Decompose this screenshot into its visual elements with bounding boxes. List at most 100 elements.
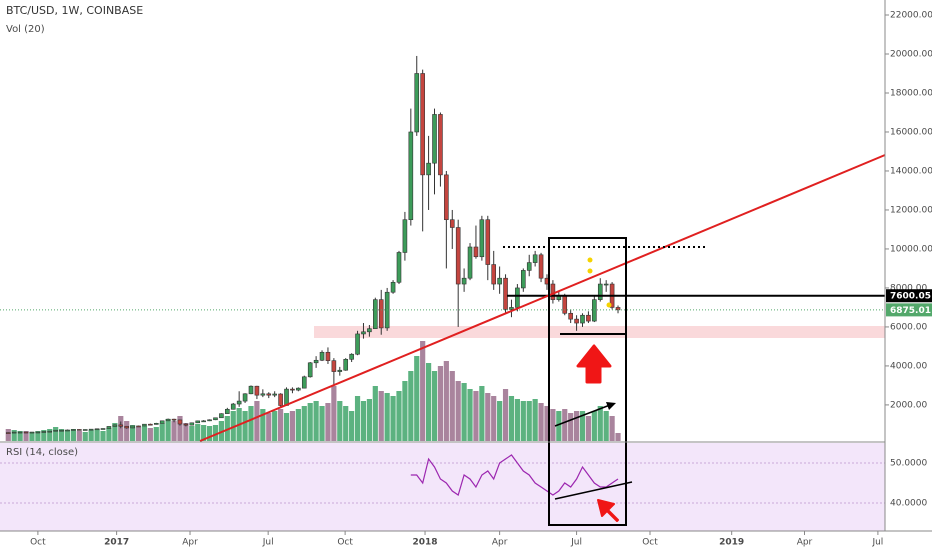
volume-bar — [556, 411, 562, 441]
volume-bar — [29, 432, 35, 441]
volume-bar — [408, 371, 414, 441]
candle-body — [82, 429, 88, 431]
volume-bar — [366, 399, 372, 441]
volume-bar — [538, 403, 544, 441]
price-label-box — [886, 303, 932, 317]
candle-body — [467, 246, 473, 279]
volume-bar — [195, 424, 201, 441]
rsi-line — [410, 454, 619, 496]
volume-bar — [349, 411, 355, 441]
volume-bar — [585, 416, 592, 441]
support-zone — [314, 326, 885, 338]
candle-body — [355, 333, 360, 355]
volume-bar — [230, 411, 236, 441]
candle-body — [213, 417, 218, 421]
candle-body — [509, 307, 514, 310]
candle-body — [331, 360, 337, 372]
red-arrow-up — [576, 344, 612, 384]
candle-body — [402, 219, 408, 253]
rsi-label: RSI (14, close) — [6, 447, 78, 458]
volume-bar — [64, 430, 71, 441]
candle-body — [225, 408, 230, 414]
y-tick-label: 2000.00 — [890, 400, 927, 410]
candle-body — [485, 219, 491, 265]
candle-body — [183, 423, 189, 426]
candle-body — [11, 431, 17, 434]
candle-body — [171, 418, 177, 421]
candle-body — [142, 423, 147, 427]
candle-body — [521, 270, 526, 289]
volume-bar — [277, 409, 284, 441]
candle-body — [390, 281, 396, 293]
volume-bar — [597, 406, 603, 441]
y-tick-label: 20000.00 — [890, 50, 932, 60]
candle-body — [219, 413, 224, 419]
volume-bar — [514, 399, 520, 441]
candle-body — [414, 73, 420, 133]
price-label: 6875.01 — [890, 306, 931, 316]
volume-bar — [467, 389, 473, 441]
volume-bar — [11, 430, 17, 441]
chart-title: BTC/USD, 1W, COINBASE — [6, 4, 143, 17]
volume-bar — [390, 396, 396, 441]
volume-bar — [437, 366, 444, 441]
trend-line — [199, 154, 886, 442]
x-tick-label: Oct — [30, 538, 46, 548]
candle-body — [367, 328, 372, 333]
candle-body — [242, 393, 248, 402]
price-label: 7600.05 — [890, 292, 931, 302]
x-tick-label: 2018 — [413, 538, 438, 548]
candle-body — [580, 314, 585, 324]
candle-body — [426, 162, 431, 176]
x-tick-label: 2019 — [719, 538, 744, 548]
volume-bar — [118, 416, 124, 441]
volume-bar — [402, 381, 408, 441]
volume-bar — [88, 430, 94, 441]
volume-bar — [591, 411, 597, 441]
volume-bar — [502, 389, 509, 441]
volume-arrow — [554, 404, 611, 427]
rsi-tick-label: 50.0000 — [890, 459, 927, 469]
volume-bar — [615, 433, 621, 441]
volume-bar — [147, 428, 153, 441]
volume-bar — [183, 423, 189, 441]
x-tick-label: Jul — [262, 538, 274, 548]
candle-body — [503, 277, 508, 310]
volume-bar — [354, 396, 361, 441]
y-tick-label: 4000.00 — [890, 361, 927, 371]
volume-bar — [343, 406, 349, 441]
volume-bar — [520, 401, 526, 441]
volume-bar — [609, 416, 615, 441]
candle-body — [301, 376, 307, 389]
candle-body — [112, 424, 118, 427]
candle-body — [177, 419, 183, 425]
volume-bar — [266, 413, 272, 441]
candle-body — [343, 358, 349, 371]
marker-dot — [606, 302, 612, 308]
candle-body — [153, 422, 159, 425]
candle-body — [130, 425, 135, 429]
candle-body — [290, 388, 295, 391]
candle-body — [77, 429, 82, 431]
candle-body — [515, 287, 520, 308]
volume-bar — [420, 341, 426, 441]
candle-body — [396, 252, 402, 283]
volume-bar — [35, 431, 41, 441]
volume-bar — [58, 429, 65, 441]
candle-body — [325, 351, 331, 361]
candle-body — [278, 393, 283, 406]
candle-body — [94, 428, 100, 431]
volume-bar — [53, 427, 59, 441]
candle-body — [124, 425, 129, 429]
candle-body — [165, 418, 171, 422]
candle-body — [207, 419, 212, 422]
highlight-box — [548, 237, 627, 526]
candle-body — [461, 277, 467, 285]
red-arrow-rsi — [597, 499, 619, 522]
candle-body — [526, 262, 532, 271]
volume-bar — [479, 386, 485, 441]
candle-body — [23, 431, 29, 434]
candle-body — [603, 283, 609, 286]
x-tick-label: Apr — [492, 538, 508, 548]
candle-body — [420, 73, 425, 176]
